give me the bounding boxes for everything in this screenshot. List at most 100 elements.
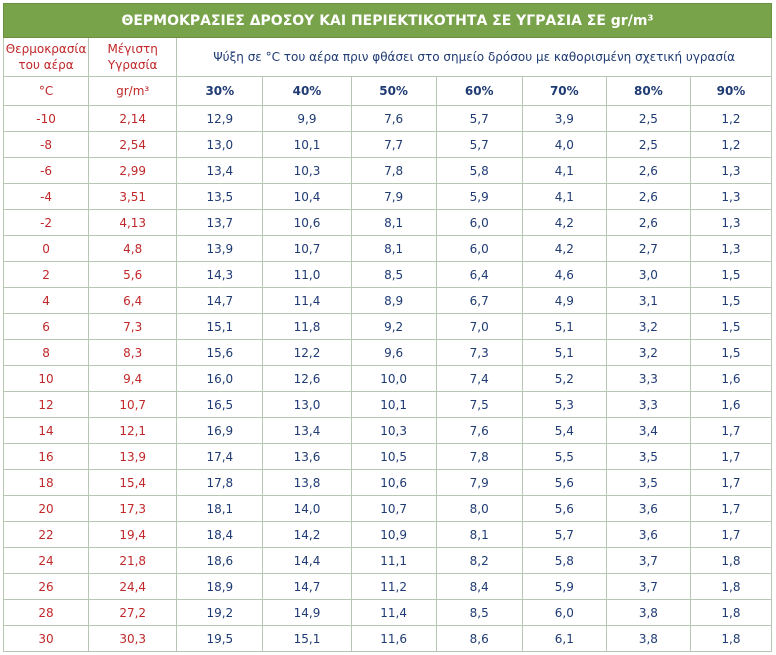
- table-row: 10 9,4 16,0 12,6 10,0 7,4 5,2 3,3 1,6: [2, 365, 773, 392]
- cooling-value-cell: 13,0: [176, 131, 264, 158]
- table-row: -4 3,51 13,5 10,4 7,9 5,9 4,1 2,6 1,3: [2, 183, 773, 210]
- humidity-percent-header: 90%: [689, 76, 773, 106]
- cooling-value-cell: 1,3: [689, 209, 773, 236]
- cooling-value-cell: 7,9: [435, 469, 523, 496]
- cooling-value-cell: 15,6: [176, 339, 264, 366]
- cooling-value-cell: 7,8: [350, 157, 437, 184]
- table-row: 14 12,1 16,9 13,4 10,3 7,6 5,4 3,4 1,7: [2, 417, 773, 444]
- table-row: -10 2,14 12,9 9,9 7,6 5,7 3,9 2,5 1,2: [2, 105, 773, 132]
- cooling-value-cell: 5,5: [521, 443, 607, 470]
- max-humidity-cell: 19,4: [88, 521, 178, 548]
- table-row: 18 15,4 17,8 13,8 10,6 7,9 5,6 3,5 1,7: [2, 469, 773, 496]
- max-humidity-cell: 8,3: [88, 339, 178, 366]
- cooling-value-cell: 11,6: [350, 625, 437, 652]
- cooling-value-cell: 14,7: [176, 287, 264, 314]
- cooling-value-cell: 16,5: [176, 391, 264, 418]
- cooling-value-cell: 1,7: [689, 495, 773, 522]
- cooling-value-cell: 7,6: [350, 105, 437, 132]
- cooling-value-cell: 16,0: [176, 365, 264, 392]
- cooling-value-cell: 5,1: [521, 339, 607, 366]
- cooling-value-cell: 3,7: [605, 547, 691, 574]
- max-humidity-header: Μέγιστη Υγρασία: [88, 37, 178, 77]
- cooling-value-cell: 4,0: [521, 131, 607, 158]
- cooling-value-cell: 10,0: [350, 365, 437, 392]
- cooling-value-cell: 5,4: [521, 417, 607, 444]
- cooling-value-cell: 1,8: [689, 625, 773, 652]
- cooling-value-cell: 1,7: [689, 417, 773, 444]
- air-temperature-cell: 26: [2, 573, 90, 600]
- cooling-value-cell: 13,4: [176, 157, 264, 184]
- cooling-value-cell: 1,7: [689, 443, 773, 470]
- cooling-value-cell: 14,3: [176, 261, 264, 288]
- humidity-percent-header: 50%: [350, 76, 437, 106]
- max-humidity-cell: 30,3: [88, 625, 178, 652]
- air-temperature-cell: 14: [2, 417, 90, 444]
- max-humidity-cell: 6,4: [88, 287, 178, 314]
- table-row: 30 30,3 19,5 15,1 11,6 8,6 6,1 3,8 1,8: [2, 625, 773, 652]
- cooling-value-cell: 8,1: [435, 521, 523, 548]
- cooling-value-cell: 5,9: [521, 573, 607, 600]
- cooling-value-cell: 3,1: [605, 287, 691, 314]
- cooling-value-cell: 5,6: [521, 495, 607, 522]
- max-humidity-cell: 9,4: [88, 365, 178, 392]
- cooling-value-cell: 3,3: [605, 391, 691, 418]
- humidity-unit: gr/m³: [88, 76, 178, 106]
- cooling-value-cell: 1,6: [689, 365, 773, 392]
- cooling-value-cell: 7,6: [435, 417, 523, 444]
- table-row: -6 2,99 13,4 10,3 7,8 5,8 4,1 2,6 1,3: [2, 157, 773, 184]
- cooling-value-cell: 19,5: [176, 625, 264, 652]
- max-humidity-cell: 15,4: [88, 469, 178, 496]
- cooling-value-cell: 3,9: [521, 105, 607, 132]
- cooling-value-cell: 2,7: [605, 235, 691, 262]
- dew-point-table-container: ΘΕΡΜΟΚΡΑΣΙΕΣ ΔΡΟΣΟΥ ΚΑΙ ΠΕΡΙΕΚΤΙΚΟΤΗΤΑ Σ…: [2, 3, 773, 652]
- cooling-value-cell: 11,0: [262, 261, 352, 288]
- table-row: 4 6,4 14,7 11,4 8,9 6,7 4,9 3,1 1,5: [2, 287, 773, 314]
- cooling-value-cell: 3,2: [605, 313, 691, 340]
- cooling-value-cell: 3,2: [605, 339, 691, 366]
- cooling-value-cell: 3,3: [605, 365, 691, 392]
- humidity-percent-header: 40%: [262, 76, 352, 106]
- cooling-value-cell: 11,8: [262, 313, 352, 340]
- cooling-value-cell: 8,5: [435, 599, 523, 626]
- air-temperature-cell: 8: [2, 339, 90, 366]
- cooling-value-cell: 5,7: [521, 521, 607, 548]
- cooling-value-cell: 3,0: [605, 261, 691, 288]
- table-row: 26 24,4 18,9 14,7 11,2 8,4 5,9 3,7 1,8: [2, 573, 773, 600]
- cooling-value-cell: 3,8: [605, 599, 691, 626]
- cooling-value-cell: 10,6: [350, 469, 437, 496]
- air-temperature-cell: -10: [2, 105, 90, 132]
- cooling-value-cell: 1,5: [689, 313, 773, 340]
- cooling-value-cell: 18,4: [176, 521, 264, 548]
- cooling-value-cell: 7,0: [435, 313, 523, 340]
- cooling-value-cell: 8,5: [350, 261, 437, 288]
- cooling-value-cell: 10,1: [262, 131, 352, 158]
- cooling-value-cell: 13,0: [262, 391, 352, 418]
- cooling-value-cell: 3,8: [605, 625, 691, 652]
- air-temperature-cell: 16: [2, 443, 90, 470]
- air-temperature-cell: 12: [2, 391, 90, 418]
- cooling-value-cell: 16,9: [176, 417, 264, 444]
- cooling-value-cell: 1,5: [689, 339, 773, 366]
- air-temperature-cell: 0: [2, 235, 90, 262]
- cooling-value-cell: 14,4: [262, 547, 352, 574]
- cooling-value-cell: 5,8: [521, 547, 607, 574]
- cooling-value-cell: 9,6: [350, 339, 437, 366]
- max-humidity-cell: 2,99: [88, 157, 178, 184]
- table-row: 28 27,2 19,2 14,9 11,4 8,5 6,0 3,8 1,8: [2, 599, 773, 626]
- cooling-value-cell: 1,3: [689, 235, 773, 262]
- cooling-value-cell: 13,7: [176, 209, 264, 236]
- cooling-value-cell: 18,6: [176, 547, 264, 574]
- air-temperature-cell: 4: [2, 287, 90, 314]
- cooling-value-cell: 11,4: [262, 287, 352, 314]
- cooling-value-cell: 7,9: [350, 183, 437, 210]
- cooling-value-cell: 3,6: [605, 521, 691, 548]
- cooling-value-cell: 12,9: [176, 105, 264, 132]
- cooling-value-cell: 8,1: [350, 209, 437, 236]
- air-temperature-header-line1: Θερμοκρασία: [5, 42, 87, 56]
- cooling-value-cell: 6,0: [435, 235, 523, 262]
- table-row: 6 7,3 15,1 11,8 9,2 7,0 5,1 3,2 1,5: [2, 313, 773, 340]
- dew-point-table: ΘΕΡΜΟΚΡΑΣΙΕΣ ΔΡΟΣΟΥ ΚΑΙ ΠΕΡΙΕΚΤΙΚΟΤΗΤΑ Σ…: [2, 3, 773, 652]
- cooling-value-cell: 5,6: [521, 469, 607, 496]
- cooling-value-cell: 14,9: [262, 599, 352, 626]
- table-row: -2 4,13 13,7 10,6 8,1 6,0 4,2 2,6 1,3: [2, 209, 773, 236]
